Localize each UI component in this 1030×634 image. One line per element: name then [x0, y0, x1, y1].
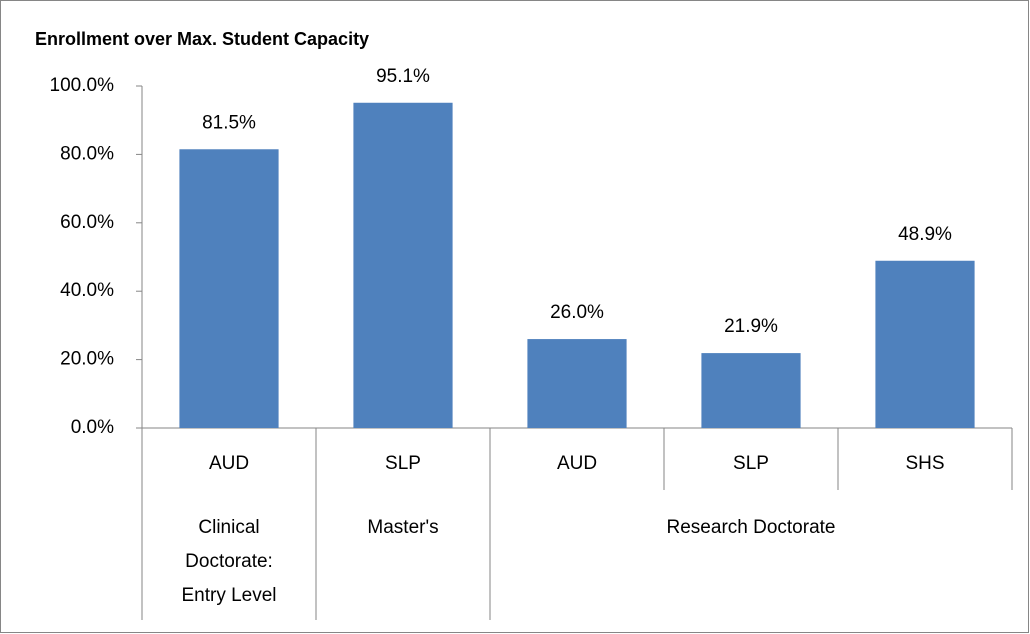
y-tick-label: 40.0% — [60, 280, 114, 301]
data-label: 81.5% — [202, 112, 256, 133]
bar — [701, 353, 801, 428]
x-tick-label: SHS — [905, 453, 944, 474]
y-tick-label: 0.0% — [71, 417, 114, 438]
x-tick-label: SLP — [385, 453, 421, 474]
bar — [353, 102, 453, 429]
y-tick-label: 60.0% — [60, 212, 114, 233]
x-tick-label: SLP — [733, 453, 769, 474]
data-label: 21.9% — [724, 316, 778, 337]
chart-title: Enrollment over Max. Student Capacity — [35, 29, 369, 49]
data-label: 26.0% — [550, 302, 604, 323]
bar — [527, 339, 627, 428]
bar — [179, 149, 279, 428]
y-tick-label: 20.0% — [60, 349, 114, 370]
data-label: 48.9% — [898, 224, 952, 245]
y-tick-label: 100.0% — [50, 75, 115, 96]
group-label: Master's — [367, 517, 439, 538]
y-tick-label: 80.0% — [60, 143, 114, 164]
x-tick-label: AUD — [557, 453, 597, 474]
x-tick-label: AUD — [209, 453, 249, 474]
data-label: 95.1% — [376, 66, 430, 87]
bar — [875, 260, 975, 428]
group-label: Research Doctorate — [666, 517, 836, 538]
group-label: Clinical Doctorate: Entry Level — [181, 517, 277, 606]
